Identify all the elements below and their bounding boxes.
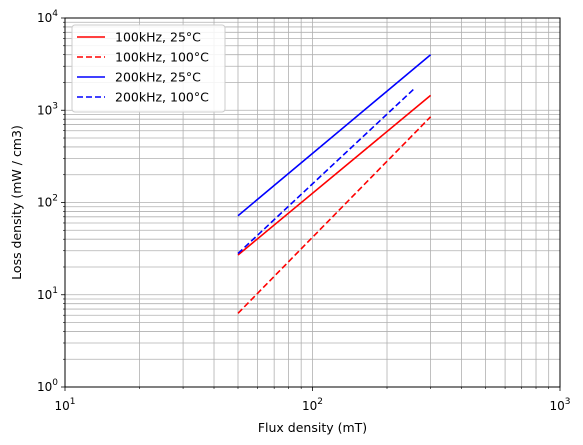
y-axis-label: Loss density (mW / cm3) (9, 125, 24, 280)
series-line (237, 94, 432, 256)
grid (65, 18, 560, 387)
series-line (237, 54, 432, 217)
axis-ticks: 101 102 103 100 101 102 103 104 (37, 9, 571, 413)
y-tick-label: 102 (37, 194, 58, 210)
y-tick-label: 100 (37, 378, 58, 394)
x-tick-label: 103 (549, 397, 570, 413)
legend-label: 100kHz, 25°C (115, 30, 201, 45)
x-tick-label: 101 (54, 397, 75, 413)
y-tick-label: 104 (37, 9, 58, 25)
legend-label: 200kHz, 100°C (115, 90, 209, 105)
y-tick-label: 103 (37, 101, 58, 117)
series-line (237, 87, 416, 255)
legend-label: 100kHz, 100°C (115, 50, 209, 65)
y-tick-label: 101 (37, 286, 58, 302)
legend: 100kHz, 25°C 100kHz, 100°C 200kHz, 25°C 200… (71, 24, 226, 113)
legend-label: 200kHz, 25°C (115, 70, 201, 85)
series-line (237, 116, 432, 314)
x-tick-label: 102 (302, 397, 323, 413)
series-lines (237, 54, 432, 314)
x-axis-label: Flux density (mT) (258, 420, 367, 435)
legend-box (71, 24, 226, 113)
